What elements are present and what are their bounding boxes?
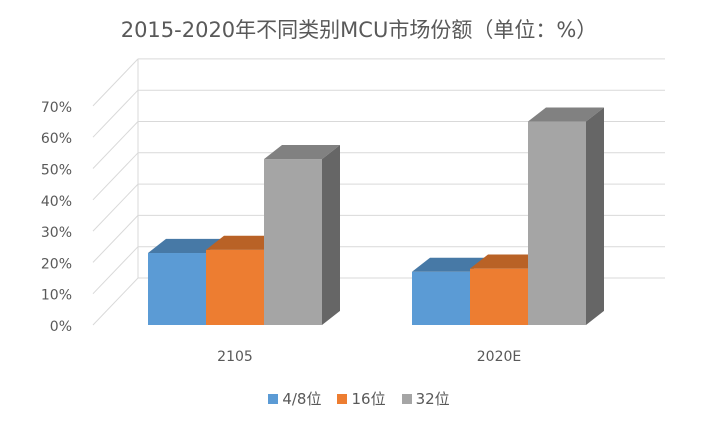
legend-entry: 4/8位 — [268, 388, 321, 409]
chart-title: 2015-2020年不同类别MCU市场份额（单位：%） — [120, 18, 598, 42]
legend-label: 4/8位 — [282, 390, 322, 408]
y-tick-label: 70% — [41, 100, 72, 116]
y-tick-label: 10% — [41, 288, 72, 304]
x-tick-label: 2020E — [477, 349, 521, 365]
legend-entry: 16位 — [337, 388, 386, 409]
bar-side — [586, 107, 604, 325]
y-tick-label: 50% — [41, 163, 72, 179]
bar — [412, 271, 470, 325]
bar-top — [528, 107, 604, 122]
bar-top — [470, 254, 546, 269]
legend-label: 16位 — [351, 390, 386, 408]
bar-side — [322, 145, 340, 325]
bar-top — [264, 145, 340, 160]
gridline-diagonal — [92, 89, 139, 138]
chart-legend: 4/8位 16位 32位 — [0, 388, 718, 409]
bar — [470, 268, 528, 325]
gridline-diagonal — [92, 277, 139, 326]
gridline-diagonal — [92, 58, 139, 107]
bar-top — [206, 235, 282, 250]
y-tick-label: 0% — [50, 319, 72, 335]
x-tick-label: 2105 — [217, 349, 253, 365]
bar-top — [412, 257, 488, 272]
gridline-diagonal — [92, 121, 139, 169]
gridline-diagonal — [92, 246, 139, 295]
legend-label: 32位 — [415, 390, 450, 408]
y-tick-label: 30% — [41, 225, 72, 241]
y-tick-label: 20% — [41, 256, 72, 272]
legend-entry: 32位 — [401, 388, 450, 409]
gridline-diagonal — [92, 183, 139, 232]
bar — [148, 253, 206, 325]
y-tick-label: 40% — [41, 194, 72, 210]
bar — [528, 121, 586, 325]
legend-swatch — [401, 393, 412, 404]
legend-swatch — [337, 393, 348, 404]
bar — [206, 249, 264, 325]
bar-top — [148, 238, 224, 254]
legend-swatch — [268, 393, 279, 404]
gridline-diagonal — [92, 152, 139, 201]
gridline-diagonal — [92, 215, 139, 263]
bar — [264, 159, 322, 325]
y-tick-label: 60% — [41, 131, 72, 147]
